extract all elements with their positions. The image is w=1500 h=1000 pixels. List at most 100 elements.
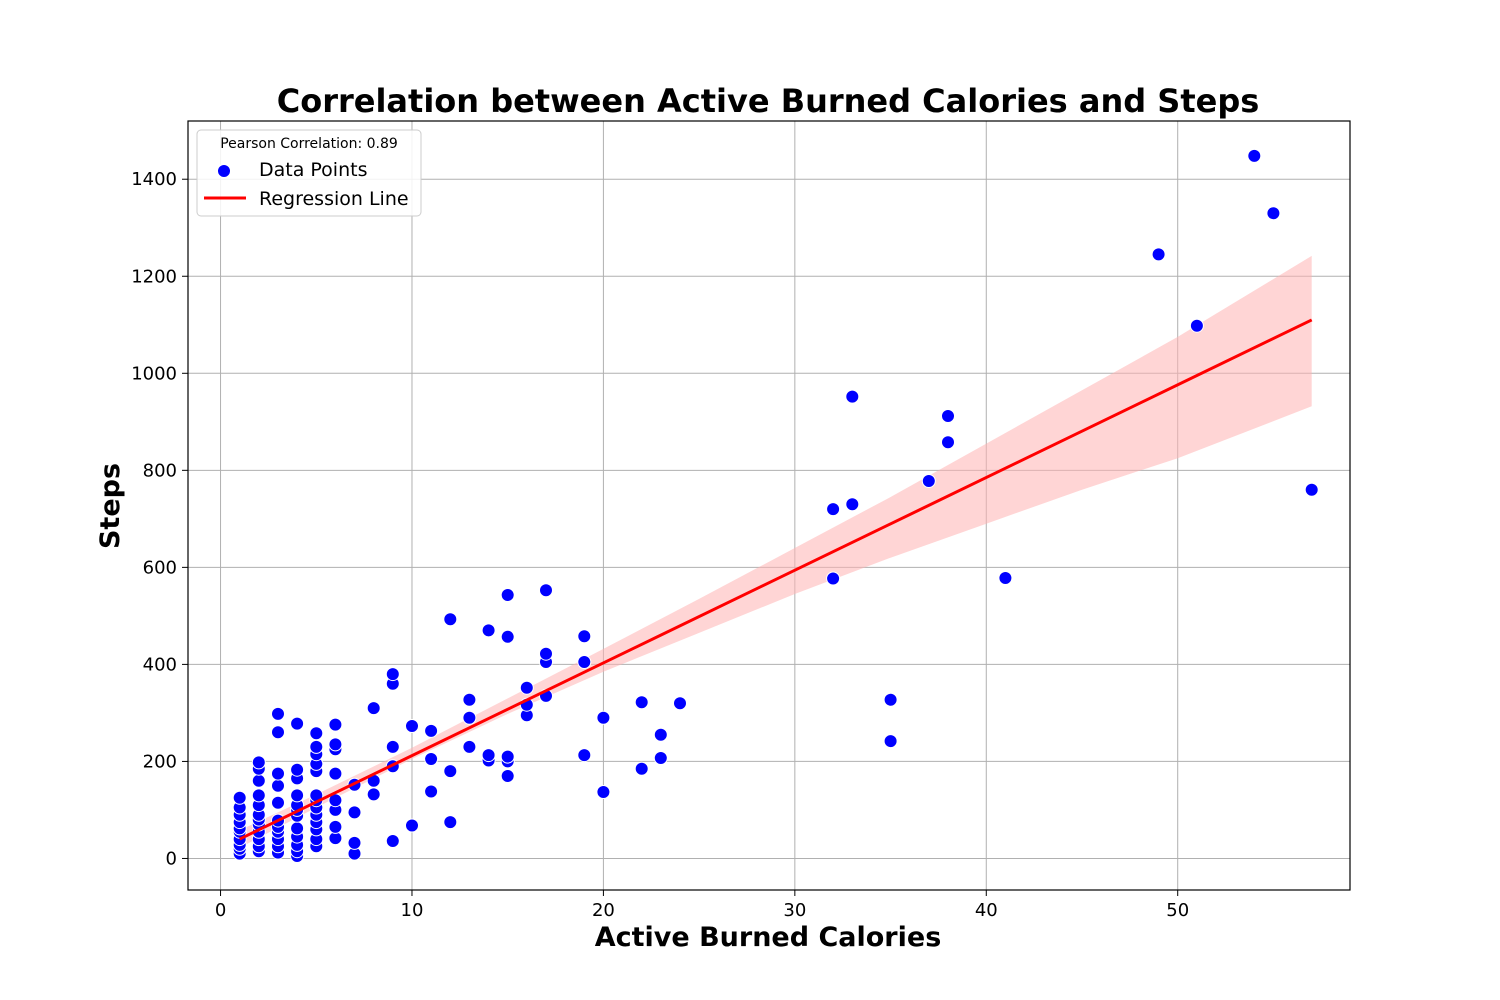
data-point	[251, 788, 266, 803]
data-point	[500, 588, 515, 602]
data-point	[385, 667, 400, 682]
y-tick-label: 400	[143, 654, 177, 675]
chart-title: Correlation between Active Burned Calori…	[277, 82, 1260, 120]
data-point	[481, 748, 496, 763]
data-point	[271, 778, 285, 793]
data-point	[462, 710, 477, 725]
y-tick-label: 0	[166, 848, 177, 869]
legend-marker-points	[217, 164, 231, 178]
data-point	[443, 612, 458, 627]
data-point	[941, 435, 955, 450]
legend-title: Pearson Correlation: 0.89	[220, 136, 398, 152]
data-point	[1304, 482, 1319, 497]
data-point	[845, 389, 860, 404]
data-point	[443, 764, 458, 779]
data-point	[424, 752, 439, 766]
regression-line-group	[239, 318, 1313, 841]
data-point	[1247, 148, 1262, 163]
data-point	[347, 835, 362, 850]
data-point	[271, 766, 285, 781]
data-point	[941, 409, 955, 423]
data-point	[883, 734, 898, 749]
x-tick-label: 10	[401, 900, 424, 921]
data-points	[232, 148, 1319, 863]
data-point	[328, 737, 343, 752]
legend: Pearson Correlation: 0.89 Data Points Re…	[196, 129, 422, 217]
data-point	[577, 655, 592, 669]
data-point	[577, 748, 592, 763]
data-point	[673, 696, 687, 711]
data-point	[385, 834, 400, 848]
data-point	[539, 646, 553, 661]
data-point	[500, 749, 515, 764]
data-point	[596, 785, 611, 799]
data-point	[845, 497, 860, 512]
data-point	[1266, 206, 1281, 221]
legend-box	[196, 129, 422, 217]
data-point	[519, 680, 534, 695]
regression-line	[239, 318, 1313, 841]
confidence-band-area	[239, 255, 1312, 848]
data-point	[405, 719, 419, 733]
y-tick-label: 600	[143, 557, 177, 578]
data-point	[424, 784, 439, 799]
data-point	[653, 751, 668, 765]
data-point	[290, 762, 305, 777]
y-tick-label: 1000	[131, 363, 177, 384]
axis-ticks: 0 10 20 30 40 50 0 200 400 600 800 1000 1200 1400	[131, 169, 1189, 921]
data-point	[328, 717, 343, 732]
data-point	[309, 739, 324, 754]
data-point	[500, 769, 515, 783]
x-axis-label: Active Burned Calories	[595, 922, 942, 953]
data-point	[596, 710, 611, 725]
data-point	[826, 502, 841, 517]
data-point	[385, 739, 400, 754]
data-point	[328, 766, 343, 781]
data-point	[539, 583, 553, 598]
x-tick-label: 50	[1166, 900, 1189, 921]
data-point	[290, 788, 305, 803]
data-point	[271, 725, 285, 740]
data-point	[481, 623, 496, 638]
y-axis-label: Steps	[95, 463, 126, 549]
x-tick-label: 30	[783, 900, 806, 921]
data-point	[500, 629, 515, 644]
data-point	[347, 805, 362, 820]
data-point	[577, 629, 592, 644]
data-point	[366, 701, 381, 716]
data-point	[634, 761, 649, 776]
data-point	[328, 819, 343, 834]
legend-label-line: Regression Line	[259, 188, 409, 210]
x-tick-label: 20	[592, 900, 615, 921]
data-point	[366, 787, 381, 802]
y-tick-label: 1400	[131, 169, 177, 190]
data-point	[1189, 318, 1204, 333]
data-point	[290, 716, 305, 731]
data-point	[826, 571, 841, 586]
y-tick-label: 200	[143, 751, 177, 772]
data-point	[405, 818, 419, 833]
data-point	[309, 726, 324, 741]
data-point	[1151, 247, 1166, 262]
x-tick-label: 0	[215, 900, 226, 921]
data-point	[443, 815, 458, 830]
data-point	[883, 692, 898, 707]
data-point	[462, 739, 477, 754]
data-point	[232, 790, 247, 805]
confidence-band	[239, 255, 1312, 848]
data-point	[653, 727, 668, 742]
data-point	[462, 692, 477, 707]
data-point	[424, 723, 439, 738]
data-point	[251, 755, 266, 770]
data-point	[290, 821, 305, 836]
legend-label-points: Data Points	[259, 159, 367, 181]
data-point	[271, 706, 285, 721]
plot-frame	[187, 120, 1351, 891]
data-point	[634, 695, 649, 710]
x-tick-label: 40	[975, 900, 998, 921]
data-point	[998, 571, 1013, 585]
data-point	[921, 474, 936, 488]
y-tick-label: 800	[143, 460, 177, 481]
data-point	[271, 795, 285, 810]
